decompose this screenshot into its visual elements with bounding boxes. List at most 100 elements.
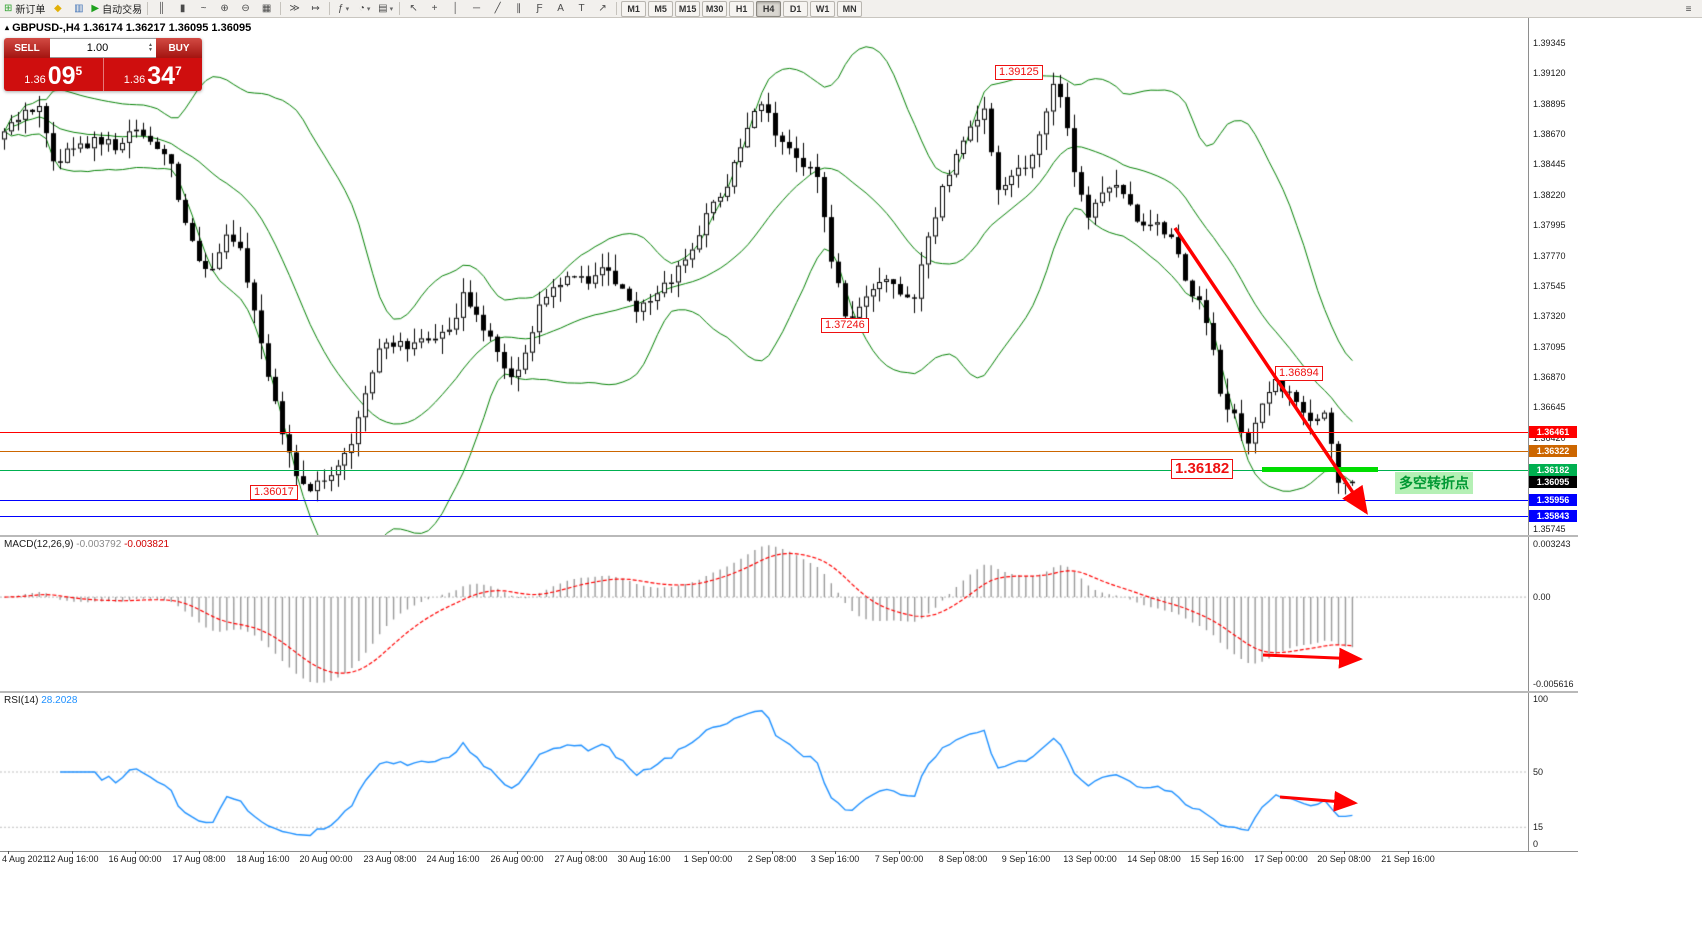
time-axis-tick <box>581 851 582 854</box>
time-axis-label: 23 Aug 08:00 <box>363 854 417 864</box>
turning-point-annotation[interactable]: 多空转折点 <box>1395 472 1473 494</box>
periods-button[interactable]: ◔ ▾ <box>355 0 374 17</box>
tile-windows-button[interactable]: ▦ <box>257 0 276 17</box>
timeframe-button-m15[interactable]: M15 <box>675 0 701 17</box>
time-axis-tick <box>1217 851 1218 854</box>
indicators-button[interactable]: ƒ ▾ <box>334 0 353 17</box>
timeframe-button-m1[interactable]: M1 <box>621 0 647 17</box>
cursor-button[interactable]: ↖ <box>404 0 423 17</box>
candlestick-chart-button[interactable]: ▮ <box>173 0 192 17</box>
horizontal-level-line[interactable] <box>0 516 1528 517</box>
sell-price[interactable]: 1.36 09 5 <box>4 58 103 91</box>
spinner-up-icon[interactable]: ▲ <box>148 42 153 48</box>
volume-value[interactable]: 1.00 <box>86 42 109 54</box>
new-order-button[interactable]: ⊞ 新订单 <box>3 0 46 17</box>
timeframe-button-d1[interactable]: D1 <box>783 0 809 17</box>
time-axis-divider <box>0 851 1578 852</box>
profiles-icon-icon: ◆ <box>54 3 62 14</box>
one-click-trading-panel: SELL 1.00 ▲ ▼ BUY 1.36 09 5 1.36 34 7 <box>4 38 202 91</box>
time-axis-tick <box>708 851 709 854</box>
price-callout-label[interactable]: 1.36017 <box>250 485 298 500</box>
price-axis-tick: 1.39120 <box>1533 68 1566 79</box>
horizontal-level-line[interactable] <box>0 500 1528 501</box>
zoom-out-button[interactable]: ⊖ <box>236 0 255 17</box>
time-axis-label: 17 Aug 08:00 <box>172 854 226 864</box>
spinner-down-icon[interactable]: ▼ <box>148 47 153 53</box>
toolbar: ⊞ 新订单 ◆ ▥ ▶ 自动交易 ║ ▮ ~ ⊕ ⊖ ▦ ≫ ↦ ƒ ▾ ◔ ▾ ▤ ▾ ↖ + │ ─ ╱ ∥ Ƒ A T ↗ M1 M5 M… <box>0 0 1702 18</box>
rsi-name: RSI(14) <box>4 695 39 706</box>
time-axis-tick <box>135 851 136 854</box>
toolbar-overflow-icon[interactable]: ≡ <box>1685 4 1692 15</box>
templates-button[interactable]: ▤ ▾ <box>376 0 395 17</box>
auto-scroll-button[interactable]: ≫ <box>285 0 304 17</box>
caret-down-icon: ▾ <box>389 5 394 13</box>
horizontal-line-button[interactable]: ─ <box>467 0 486 17</box>
line-chart-button[interactable]: ~ <box>194 0 213 17</box>
price-divider <box>102 58 104 91</box>
periods-icon: ◔ <box>358 3 365 14</box>
autotrading-button[interactable]: ▶ 自动交易 <box>90 0 143 17</box>
rsi-label: RSI(14) 28.2028 <box>4 695 77 706</box>
caret-down-icon: ▾ <box>366 5 371 13</box>
chart-window[interactable]: ▴ GBPUSD-,H4 1.36174 1.36217 1.36095 1.3… <box>0 18 1578 869</box>
rsi-value: 28.2028 <box>41 695 78 706</box>
volume-spinner[interactable]: ▲ ▼ <box>145 43 156 53</box>
text-button[interactable]: A <box>551 0 570 17</box>
time-axis-label: 26 Aug 00:00 <box>490 854 544 864</box>
timeframe-button-m5[interactable]: M5 <box>648 0 674 17</box>
price-callout-label[interactable]: 1.37246 <box>821 318 869 333</box>
time-axis-tick <box>517 851 518 854</box>
chart-shift-button[interactable]: ↦ <box>306 0 325 17</box>
horizontal-level-line[interactable] <box>0 451 1528 452</box>
charts-window-icon[interactable]: ▥ <box>69 0 88 17</box>
time-axis-tick <box>772 851 773 854</box>
price-callout-label[interactable]: 1.36182 <box>1171 459 1234 479</box>
arrows-button[interactable]: ↗ <box>593 0 612 17</box>
panel-separator[interactable] <box>0 691 1578 693</box>
volume-input[interactable]: 1.00 ▲ ▼ <box>50 38 156 58</box>
cursor-icon: ↖ <box>409 3 418 14</box>
price-chart-canvas[interactable] <box>0 18 1528 535</box>
text-label-button[interactable]: T <box>572 0 591 17</box>
timeframe-button-m30[interactable]: M30 <box>702 0 728 17</box>
time-axis-tick <box>390 851 391 854</box>
price-axis-tick: 1.35745 <box>1533 523 1566 534</box>
price-callout-label[interactable]: 1.36894 <box>1275 366 1323 381</box>
rsi-panel-canvas[interactable] <box>0 693 1528 851</box>
equidistant-channel-button[interactable]: ∥ <box>509 0 528 17</box>
trendline-button[interactable]: ╱ <box>488 0 507 17</box>
buy-button[interactable]: BUY <box>156 38 202 58</box>
bar-chart-button[interactable]: ║ <box>152 0 171 17</box>
vertical-line-icon: │ <box>452 3 459 14</box>
macd-axis-zero: 0.00 <box>1533 592 1551 603</box>
price-axis-tick: 1.37095 <box>1533 341 1566 352</box>
time-axis-label: 21 Sep 16:00 <box>1381 854 1435 864</box>
panel-separator[interactable] <box>0 535 1578 537</box>
buy-price[interactable]: 1.36 34 7 <box>104 58 203 91</box>
timeframe-button-mn[interactable]: MN <box>837 0 863 17</box>
zoom-in-button[interactable]: ⊕ <box>215 0 234 17</box>
time-axis-tick <box>263 851 264 854</box>
price-callout-label[interactable]: 1.39125 <box>995 65 1043 80</box>
fibonacci-button[interactable]: Ƒ <box>530 0 549 17</box>
vertical-line-button[interactable]: │ <box>446 0 465 17</box>
macd-panel-canvas[interactable] <box>0 537 1528 691</box>
timeframe-button-w1[interactable]: W1 <box>810 0 836 17</box>
buy-price-prefix: 1.36 <box>123 74 146 86</box>
profiles-icon[interactable]: ◆ <box>48 0 67 17</box>
timeframe-button-h1[interactable]: H1 <box>729 0 755 17</box>
time-axis-label: 27 Aug 08:00 <box>554 854 608 864</box>
sell-button[interactable]: SELL <box>4 38 50 58</box>
horizontal-level-line[interactable] <box>0 432 1528 433</box>
timeframe-button-h4[interactable]: H4 <box>756 0 782 17</box>
macd-axis-max: 0.003243 <box>1533 539 1571 549</box>
crosshair-button[interactable]: + <box>425 0 444 17</box>
horizontal-level-line[interactable] <box>0 470 1528 471</box>
charts-window-icon-icon: ▥ <box>74 3 84 14</box>
price-axis-tick: 1.37545 <box>1533 280 1566 291</box>
time-axis-label: 16 Aug 00:00 <box>108 854 162 864</box>
time-axis-tick <box>72 851 73 854</box>
toolbar-separator <box>329 2 331 15</box>
price-axis-tick: 1.38220 <box>1533 189 1566 200</box>
support-highlight-line[interactable] <box>1262 467 1378 472</box>
